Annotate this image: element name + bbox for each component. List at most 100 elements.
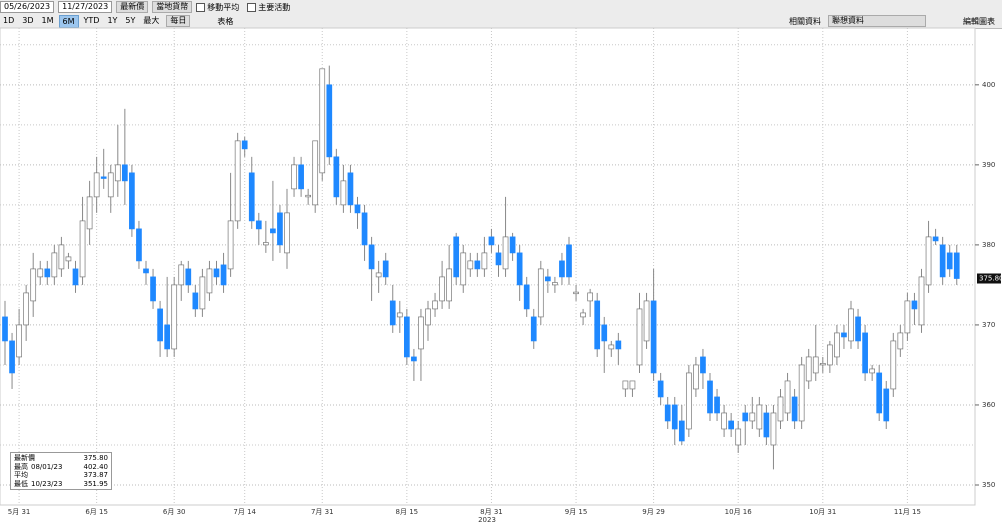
candle-body (255, 220, 262, 230)
y-tick-label: 360 (982, 401, 995, 409)
end-date[interactable]: 11/27/2023 (58, 1, 113, 13)
candle-body (136, 228, 142, 262)
y-tick-label: 390 (982, 161, 995, 169)
x-tick-label: 10月 31 (809, 508, 836, 516)
x-tick-label: 6月 30 (163, 508, 186, 516)
checkbox-item[interactable]: 主要活動 (247, 2, 290, 13)
candle-body (291, 164, 297, 190)
candle-body (777, 396, 784, 422)
y-tick-label: 350 (982, 481, 995, 489)
legend-item: 最低 10/23/23 351.95 (14, 480, 108, 489)
candle-body (396, 312, 403, 318)
candle-body (537, 268, 544, 318)
related-button[interactable]: 相關資料 (789, 16, 821, 26)
range-button[interactable]: 1M (41, 15, 54, 25)
candle-body (100, 176, 107, 179)
legend-item: 最新價 375.80 (14, 454, 108, 463)
y-tick-label: 370 (982, 321, 995, 329)
candle-body (432, 300, 438, 310)
candle-body (728, 420, 735, 430)
candle-body (51, 252, 58, 278)
candle-body (368, 244, 375, 270)
checkbox[interactable] (196, 2, 206, 12)
legend: 最新價 375.80 最高 08/01/23 402.40 平均 373.87 最低 10/23… (10, 452, 112, 490)
legend-value: 351.95 (83, 479, 109, 488)
candle-body (573, 291, 579, 295)
legend-name: 最高 (14, 462, 28, 471)
candle-body (685, 372, 692, 430)
legend-date: 08/01/23 (31, 462, 63, 471)
candle-body (819, 362, 826, 366)
candle-body (784, 380, 791, 414)
legend-value: 373.87 (83, 471, 109, 479)
candle-body (749, 412, 756, 422)
candle-body (812, 356, 819, 374)
range-button[interactable]: 6M (58, 14, 79, 28)
associated-select[interactable]: 聯想資料 (828, 15, 926, 27)
edit-button[interactable]: 編輯圖表 (963, 16, 995, 26)
candle-body (707, 380, 713, 414)
field-select[interactable]: 最新價 (116, 1, 149, 13)
range-button[interactable]: YTD (83, 15, 100, 25)
x-tick-label: 9月 15 (565, 508, 588, 516)
candle-body (544, 276, 551, 282)
currency-select[interactable]: 當地貨幣 (152, 1, 193, 13)
candle-body (488, 236, 495, 246)
candle-body (129, 172, 135, 230)
range-button[interactable]: 最大 (143, 15, 160, 25)
legend-value: 375.80 (83, 454, 109, 462)
candle-body (312, 140, 319, 206)
checkbox-label: 移動平均 (207, 2, 240, 12)
candle-body (389, 300, 396, 326)
candle-body (756, 404, 763, 430)
candle-body (446, 268, 452, 302)
legend-item: 平均 373.87 (14, 471, 108, 480)
candle-body (904, 300, 911, 334)
x-tick-label: 7月 14 (233, 508, 256, 516)
candle-body (742, 412, 749, 422)
candle-body (946, 252, 953, 270)
checkbox-item[interactable]: 移動平均 (196, 2, 239, 13)
candle-body (460, 252, 467, 286)
frequency-select[interactable]: 每日 (166, 15, 191, 27)
candle-body (622, 380, 629, 390)
candle-body (375, 272, 382, 278)
candle-body (474, 260, 481, 270)
candle-body (932, 236, 939, 242)
candle-body (277, 212, 283, 246)
candle-body (925, 236, 932, 286)
candle-body (855, 316, 861, 342)
candle-body (227, 220, 234, 270)
candle-body (354, 204, 361, 214)
last-price-tag (977, 273, 1001, 284)
table-button[interactable]: 表格 (217, 16, 234, 26)
candle-body (700, 356, 706, 374)
candle-body (566, 244, 572, 278)
last-price-label: 375.80 (979, 275, 1002, 283)
range-button[interactable]: 1Y (107, 15, 118, 25)
candle-body (121, 164, 128, 182)
legend-name: 最新價 (14, 454, 35, 462)
candle-body (171, 284, 178, 350)
toolbar-top: 05/26/2023 11/27/2023 最新價 當地貨幣 移動平均 主要活動 (0, 0, 1002, 15)
range-button[interactable]: 5Y (125, 15, 136, 25)
range-button[interactable]: 1D (3, 15, 15, 25)
candle-body (805, 356, 812, 382)
candle-body (248, 172, 255, 222)
x-sublabel: 2023 (478, 516, 496, 524)
candle-body (206, 268, 213, 294)
candle-body (425, 308, 431, 326)
start-date[interactable]: 05/26/2023 (0, 1, 55, 13)
range-button[interactable]: 3D (22, 15, 34, 25)
candle-body (897, 332, 904, 350)
candle-body (580, 312, 586, 318)
x-tick-label: 9月 29 (642, 508, 665, 516)
candle-body (890, 340, 897, 390)
candle-body (220, 264, 227, 286)
candle-body (643, 300, 650, 342)
candle-body (58, 244, 65, 270)
y-tick-label: 400 (982, 81, 995, 89)
checkbox[interactable] (247, 2, 257, 12)
candle-body (382, 260, 389, 278)
